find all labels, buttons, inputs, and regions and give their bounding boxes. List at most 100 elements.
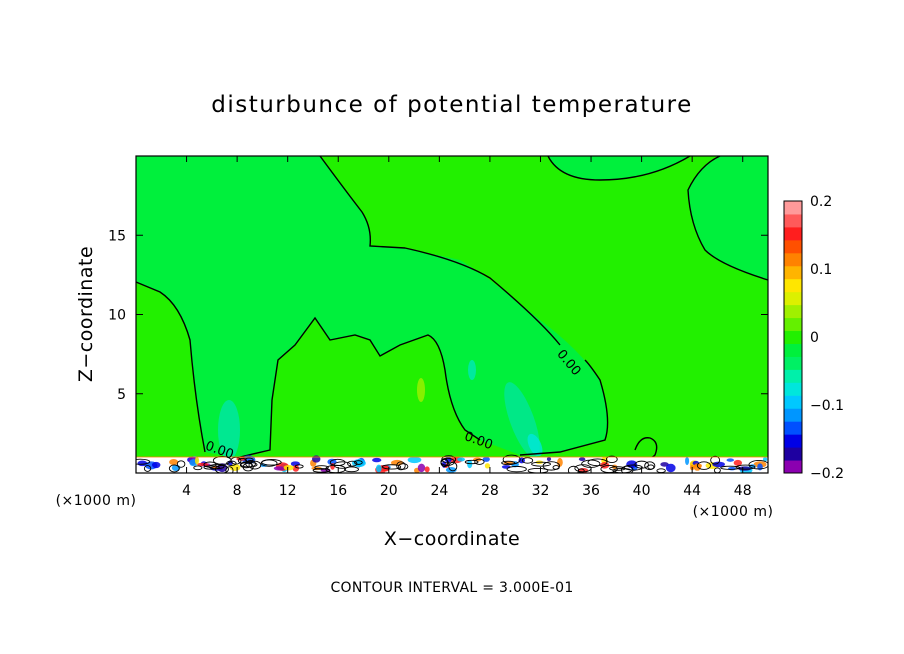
colorbar-swatch [784, 382, 802, 396]
surface-contour [448, 461, 458, 472]
surface-contour [168, 464, 180, 473]
x-tick-label: 16 [329, 483, 347, 499]
field-region-near-zero-topright [548, 156, 768, 280]
surface-blob [660, 462, 669, 467]
surface-contour [354, 460, 363, 465]
colorbar-swatch [784, 447, 802, 461]
surface-contour [294, 464, 304, 469]
y-tick-label: 15 [108, 228, 126, 244]
x-tick-label: 44 [683, 483, 701, 499]
surface-blob [424, 466, 430, 473]
surface-contour [531, 461, 551, 467]
colorbar-swatch [784, 460, 802, 474]
surface-contour [314, 465, 329, 470]
surface-contour [521, 457, 534, 464]
x-axis-ticks: 4 8 12 16 20 24 28 32 36 40 44 48 [182, 156, 752, 499]
colorbar-tick-label: 0.2 [810, 194, 832, 210]
y-tick-label: 10 [108, 308, 126, 324]
surface-contour [609, 466, 626, 471]
surface-blob [665, 463, 676, 473]
x-unit-label-right: (×1000 m) [693, 504, 774, 520]
colorbar-swatch [784, 252, 802, 267]
surface-blob [557, 457, 563, 467]
colorbar-swatch [784, 434, 802, 448]
surface-contour [527, 467, 549, 473]
x-tick-label: 32 [532, 483, 550, 499]
x-unit-label-left: (×1000 m) [56, 493, 137, 509]
x-tick-label: 28 [481, 483, 499, 499]
surface-contour [464, 459, 479, 465]
surface-blob [578, 457, 586, 462]
surface-contour [644, 461, 656, 471]
surface-blob [197, 462, 209, 467]
surface-blob [273, 466, 285, 471]
colorbar [784, 201, 802, 474]
surface-blob [407, 456, 422, 464]
surface-contour [397, 463, 409, 470]
surface-blob [728, 466, 737, 471]
x-tick-label: 24 [430, 483, 448, 499]
surface-blob [762, 456, 768, 462]
field-region-near-zero [136, 156, 608, 458]
colorbar-swatch [784, 265, 802, 280]
surface-contour [396, 461, 406, 471]
surface-blob [733, 459, 743, 466]
x-tick-label: 36 [582, 483, 600, 499]
x-tick-label: 40 [633, 483, 651, 499]
contour-line-main [136, 156, 609, 459]
colorbar-tick-label: −0.1 [810, 398, 844, 414]
surface-contour [176, 460, 186, 468]
surface-blob [712, 461, 725, 468]
surface-contour [381, 464, 402, 470]
colorbar-tick-label: −0.2 [810, 466, 844, 482]
surface-contour [620, 465, 634, 473]
surface-turbulence [136, 454, 768, 473]
surface-blob [372, 457, 382, 463]
colorbar-swatch [784, 291, 802, 306]
colorbar-swatch [784, 395, 802, 409]
surface-contour [748, 460, 768, 470]
surface-contour [203, 465, 220, 470]
surface-contour [344, 466, 359, 473]
colorbar-swatch [784, 239, 802, 254]
colorbar-swatch [784, 330, 802, 344]
colorbar-swatch [784, 421, 802, 435]
colorbar-swatch [784, 317, 802, 332]
surface-blob [169, 458, 179, 466]
surface-contour [710, 455, 721, 465]
y-tick-label: 5 [117, 387, 126, 403]
surface-blob [292, 465, 300, 472]
x-tick-label: 12 [279, 483, 297, 499]
surface-blob [546, 457, 552, 462]
colorbar-swatch [784, 278, 802, 293]
surface-blob [457, 457, 466, 462]
surface-contour [260, 459, 278, 467]
colorbar-swatch [784, 201, 802, 215]
colorbar-swatch [784, 226, 802, 241]
surface-blob [311, 455, 321, 463]
surface-contour [605, 455, 618, 463]
surface-blob [151, 461, 161, 469]
surface-contour [329, 458, 346, 467]
contour-interval-note: CONTOUR INTERVAL = 3.000E-01 [330, 580, 573, 596]
cool-blob-31km [527, 433, 543, 457]
colorbar-swatch [784, 356, 802, 370]
y-axis-title: Z−coordinate [75, 246, 97, 382]
colorbar-tick-label: 0.1 [810, 262, 832, 278]
contour-line-topright [547, 156, 768, 281]
surface-contour [193, 465, 203, 471]
surface-blob [726, 458, 735, 462]
surface-contour [474, 458, 485, 465]
surface-contour [225, 466, 234, 473]
colorbar-tick-label: 0 [810, 330, 819, 346]
surface-blob [375, 464, 382, 473]
surface-contour [696, 461, 712, 470]
surface-blob [194, 456, 200, 465]
surface-contour [244, 457, 254, 463]
plot-area [136, 156, 768, 473]
surface-blob [327, 458, 337, 466]
cool-blob-8km [218, 400, 240, 460]
surface-blob [417, 463, 426, 473]
